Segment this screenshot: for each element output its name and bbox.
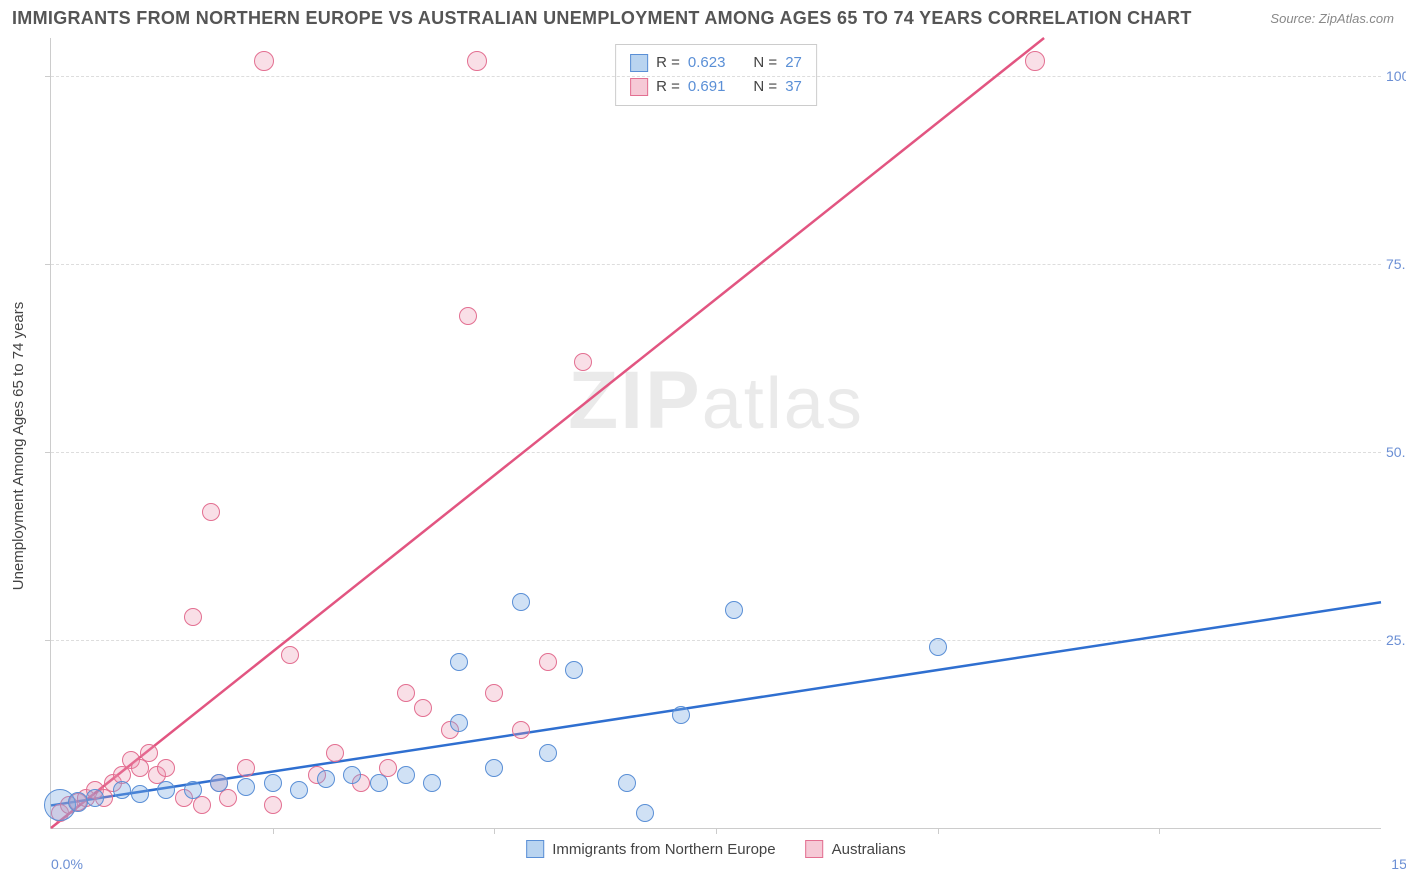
point-pink — [467, 51, 487, 71]
point-blue — [68, 792, 88, 812]
point-pink — [237, 759, 255, 777]
point-blue — [636, 804, 654, 822]
y-tick-label: 25.0% — [1386, 632, 1406, 648]
point-blue — [565, 661, 583, 679]
x-tick — [938, 828, 939, 834]
x-tick — [273, 828, 274, 834]
point-pink — [1025, 51, 1045, 71]
point-blue — [184, 781, 202, 799]
point-pink — [184, 608, 202, 626]
point-pink — [202, 503, 220, 521]
x-tick — [494, 828, 495, 834]
chart-title: IMMIGRANTS FROM NORTHERN EUROPE VS AUSTR… — [12, 8, 1192, 29]
point-blue — [343, 766, 361, 784]
point-blue — [370, 774, 388, 792]
legend-series-item: Immigrants from Northern Europe — [526, 840, 775, 858]
y-tick-label: 75.0% — [1386, 256, 1406, 272]
point-pink — [397, 684, 415, 702]
point-pink — [264, 796, 282, 814]
legend-series: Immigrants from Northern Europe Australia… — [526, 840, 906, 858]
point-pink — [512, 721, 530, 739]
point-blue — [317, 770, 335, 788]
point-pink — [254, 51, 274, 71]
point-pink — [539, 653, 557, 671]
legend-series-label: Immigrants from Northern Europe — [552, 841, 775, 858]
point-blue — [86, 789, 104, 807]
point-pink — [140, 744, 158, 762]
chart-source: Source: ZipAtlas.com — [1270, 11, 1394, 26]
y-tick-label: 50.0% — [1386, 444, 1406, 460]
point-pink — [326, 744, 344, 762]
point-pink — [281, 646, 299, 664]
y-tick-label: 100.0% — [1386, 68, 1406, 84]
x-min-label: 0.0% — [51, 856, 83, 872]
chart-header: IMMIGRANTS FROM NORTHERN EUROPE VS AUSTR… — [12, 8, 1394, 29]
point-blue — [397, 766, 415, 784]
y-axis-label: Unemployment Among Ages 65 to 74 years — [10, 302, 27, 591]
point-blue — [113, 781, 131, 799]
legend-series-label: Australians — [832, 841, 906, 858]
point-blue — [237, 778, 255, 796]
point-pink — [157, 759, 175, 777]
scatter-plot: ZIPatlas R =0.623N =27R =0.691N =37 0.0%… — [50, 38, 1381, 829]
legend-swatch — [526, 840, 544, 858]
legend-series-item: Australians — [806, 840, 906, 858]
point-blue — [539, 744, 557, 762]
point-blue — [423, 774, 441, 792]
point-pink — [414, 699, 432, 717]
x-max-label: 15.0% — [1391, 856, 1406, 872]
point-blue — [264, 774, 282, 792]
point-blue — [485, 759, 503, 777]
trendline-blue — [51, 38, 1381, 828]
x-tick — [716, 828, 717, 834]
point-pink — [574, 353, 592, 371]
source-prefix: Source: — [1270, 11, 1315, 26]
point-blue — [512, 593, 530, 611]
point-blue — [618, 774, 636, 792]
point-blue — [210, 774, 228, 792]
point-blue — [672, 706, 690, 724]
point-blue — [450, 714, 468, 732]
point-blue — [929, 638, 947, 656]
source-name: ZipAtlas.com — [1319, 11, 1394, 26]
point-pink — [459, 307, 477, 325]
point-blue — [157, 781, 175, 799]
point-blue — [725, 601, 743, 619]
x-tick — [1159, 828, 1160, 834]
point-blue — [450, 653, 468, 671]
point-blue — [290, 781, 308, 799]
point-pink — [485, 684, 503, 702]
legend-swatch — [806, 840, 824, 858]
point-pink — [219, 789, 237, 807]
point-pink — [193, 796, 211, 814]
point-blue — [131, 785, 149, 803]
